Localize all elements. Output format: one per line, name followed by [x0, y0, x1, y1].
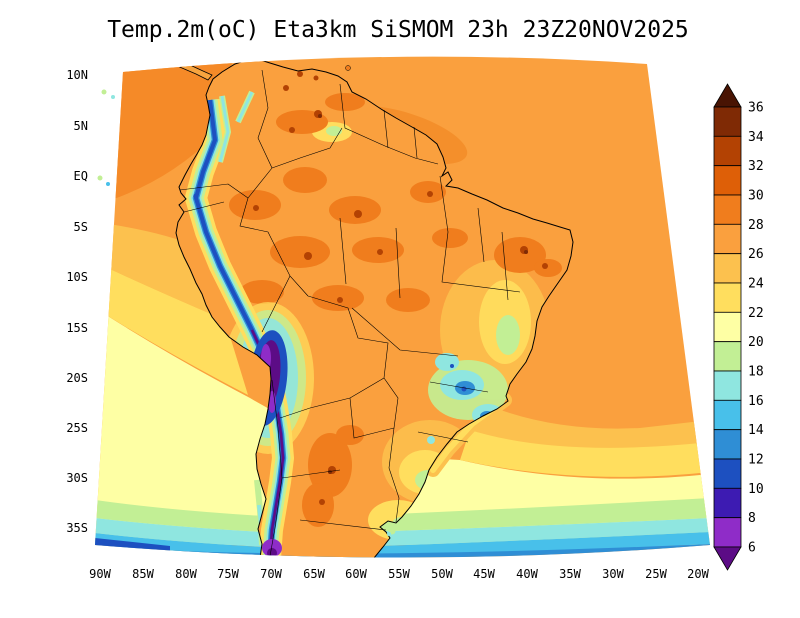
- colorbar-tick-label: 20: [748, 335, 764, 350]
- lat-tick-label: 10S: [66, 270, 88, 284]
- colorbar-cell: [713, 458, 742, 489]
- lon-axis-labels: 90W 85W 80W 75W 70W 65W 60W 55W 50W 45W …: [89, 567, 709, 581]
- colorbar-tick-label: 28: [748, 218, 764, 233]
- colorbar-arrow-top: [713, 83, 742, 108]
- hot-specks-30-32: [253, 71, 548, 505]
- map-canvas: [95, 56, 710, 558]
- colorbar-cell: [713, 370, 742, 401]
- lon-tick-label: 25W: [645, 567, 667, 581]
- colorbar-tick-label: 6: [748, 541, 756, 556]
- colorbar-cell: [713, 194, 742, 225]
- colorbar-cell: [713, 135, 742, 167]
- islands: [163, 56, 396, 536]
- colorbar-tick-label: 10: [748, 482, 764, 497]
- lon-tick-label: 65W: [303, 567, 325, 581]
- colorbar-cell: [713, 487, 742, 519]
- colorbar-tick-label: 26: [748, 247, 764, 262]
- lon-tick-label: 70W: [260, 567, 282, 581]
- lat-tick-label: 30S: [66, 471, 88, 485]
- lon-tick-label: 40W: [516, 567, 538, 581]
- figure-title: Temp.2m(oC) Eta3km SiSMOM 23h 23Z20NOV20…: [107, 17, 689, 43]
- lon-tick-label: 55W: [388, 567, 410, 581]
- colorbar-tick-label: 12: [748, 453, 764, 468]
- coastline: [175, 57, 574, 558]
- colorbar-tick-label: 14: [748, 423, 764, 438]
- colorbar-cell: [713, 253, 742, 284]
- lon-tick-label: 85W: [132, 567, 154, 581]
- colorbar-cell: [713, 282, 742, 313]
- colorbar-tick-label: 30: [748, 189, 764, 204]
- lon-tick-label: 90W: [89, 567, 111, 581]
- lon-tick-label: 30W: [602, 567, 624, 581]
- colorbar-cell: [713, 429, 742, 460]
- colorbar-cell: [713, 341, 742, 372]
- colorbar-arrow-bottom: [713, 546, 742, 571]
- lon-tick-label: 35W: [559, 567, 581, 581]
- colorbar-cell: [713, 165, 742, 196]
- colorbar-cell: [713, 311, 742, 343]
- lon-tick-label: 80W: [175, 567, 197, 581]
- colorbar-tick-label: 18: [748, 365, 764, 380]
- land-temperature-patches: [185, 71, 562, 558]
- cold-pockets-se-brazil: [427, 353, 508, 444]
- lat-tick-label: 5S: [74, 220, 88, 234]
- colorbar-tick-label: 24: [748, 277, 764, 292]
- lat-tick-label: EQ: [74, 169, 88, 183]
- lat-axis-labels: 10N 5N EQ 5S 10S 15S 20S 25S 30S 35S: [66, 68, 88, 535]
- colorbar-tick-label: 8: [748, 511, 756, 526]
- colorbar-cell: [713, 106, 742, 137]
- lat-tick-label: 35S: [66, 521, 88, 535]
- lon-tick-label: 20W: [687, 567, 709, 581]
- lon-tick-label: 75W: [217, 567, 239, 581]
- country-state-borders: [179, 69, 521, 557]
- colorbar-cell: [713, 517, 742, 548]
- lat-tick-label: 20S: [66, 371, 88, 385]
- colorbar: 36 34 32 30 28 26 24 22 20 18 16 14 12 1…: [713, 83, 764, 571]
- colorbar-cell: [713, 223, 742, 255]
- colorbar-tick-label: 34: [748, 130, 764, 145]
- colorbar-cell: [713, 399, 742, 431]
- lon-tick-label: 50W: [431, 567, 453, 581]
- colorbar-tick-label: 32: [748, 159, 764, 174]
- colorbar-tick-label: 16: [748, 394, 764, 409]
- lat-tick-label: 10N: [66, 68, 88, 82]
- lat-tick-label: 25S: [66, 421, 88, 435]
- lon-tick-label: 45W: [473, 567, 495, 581]
- colorbar-tick-labels: 36 34 32 30 28 26 24 22 20 18 16 14 12 1…: [748, 101, 764, 556]
- colorbar-tick-label: 36: [748, 101, 764, 116]
- offshore-island-specks: [97, 89, 115, 186]
- lon-tick-label: 60W: [345, 567, 367, 581]
- colorbar-tick-label: 22: [748, 306, 764, 321]
- lat-tick-label: 5N: [74, 119, 88, 133]
- lat-tick-label: 15S: [66, 321, 88, 335]
